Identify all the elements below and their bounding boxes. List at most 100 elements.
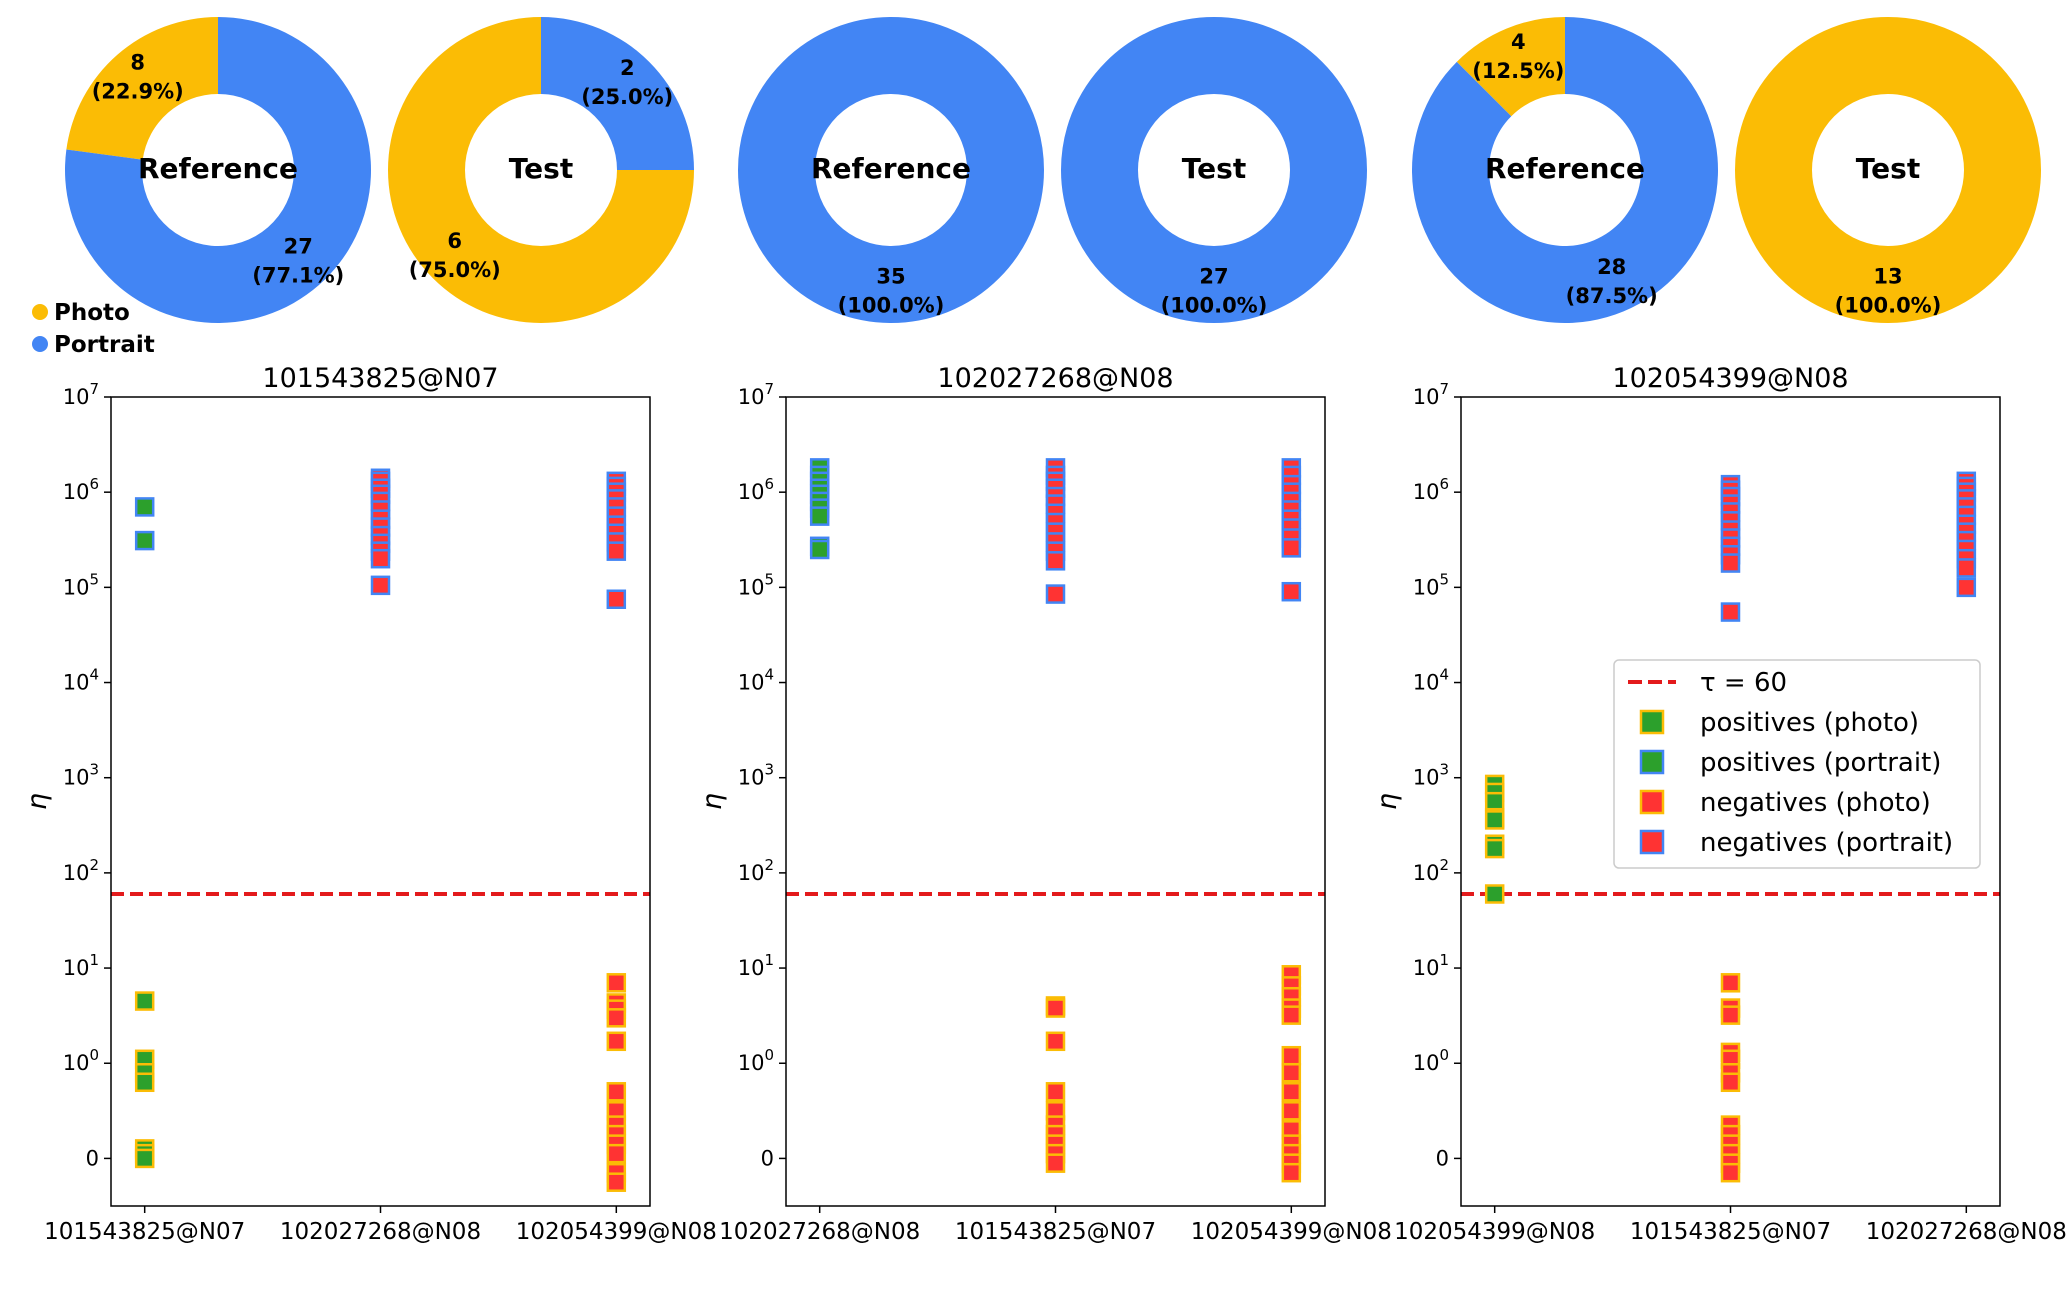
donut-slice-label: 4 (12.5%) — [1472, 30, 1564, 83]
donut-center-title: Reference — [1485, 152, 1645, 185]
data-point — [134, 1072, 155, 1093]
donut-chart: 6 (75.0%) 2 (25.0%) Test — [388, 17, 694, 323]
donut-center-title: Reference — [138, 152, 298, 185]
data-point — [1281, 1162, 1302, 1183]
y-tick-label: 102 — [63, 856, 99, 885]
y-tick-label: 100 — [1413, 1046, 1449, 1075]
y-tick-label: 106 — [738, 475, 774, 504]
data-point — [606, 1031, 627, 1052]
donut-chart: 4 (12.5%) 28 (87.5%) Reference — [1411, 17, 1718, 323]
data-point — [134, 530, 155, 551]
y-tick-label: 0 — [86, 1146, 99, 1170]
y-axis-label: η — [697, 793, 728, 810]
data-point — [606, 973, 627, 993]
donut-center-title: Test — [509, 152, 573, 185]
data-point — [1045, 998, 1066, 1018]
donut-slice-portrait — [541, 17, 694, 170]
donut-slice-photo — [1456, 17, 1565, 117]
y-tick-label: 100 — [738, 1046, 774, 1075]
y-tick-label: 106 — [1413, 475, 1449, 504]
legend-pos-photo-label: positives (photo) — [1700, 708, 1919, 738]
data-point — [1045, 551, 1066, 571]
y-axis-label: η — [22, 793, 53, 810]
y-tick-label: 101 — [738, 951, 774, 980]
donut-slice-photo — [1735, 17, 2041, 323]
legend-threshold-label: τ = 60 — [1700, 668, 1787, 698]
scatter-legend: τ = 60 positives (photo) positives (port… — [1613, 659, 1981, 869]
legend-pos-portrait-label: positives (portrait) — [1700, 748, 1941, 778]
x-tick-label: 101543825@N07 — [44, 1219, 245, 1245]
donut-slice-label: 27 (100.0%) — [1161, 265, 1268, 318]
x-tick-label: 102054399@N08 — [516, 1219, 717, 1245]
data-point — [1281, 581, 1302, 602]
plot-frame — [785, 396, 1326, 1207]
scatter-chart: 101543825@N07 η 107 106 105 104 103 102 101 100 0 1… — [22, 363, 717, 1245]
donut-legend: Photo Portrait — [32, 300, 155, 358]
legend-frame — [1613, 659, 1981, 869]
donut-slice-portrait — [738, 17, 1044, 323]
donut-slice-label: 2 (25.0%) — [581, 56, 673, 109]
legend-portrait-label: Portrait — [54, 332, 155, 358]
legend-neg-portrait-label: negatives (portrait) — [1700, 828, 1953, 858]
x-tick-label: 102027268@N08 — [280, 1219, 481, 1245]
data-point — [1484, 838, 1505, 859]
legend-neg-portrait-marker — [1639, 829, 1665, 855]
y-tick-label: 105 — [63, 570, 99, 599]
donut-slice-portrait — [65, 17, 372, 323]
data-point — [134, 1148, 155, 1169]
legend-pos-portrait-marker — [1639, 749, 1665, 775]
data-point — [606, 1082, 627, 1102]
y-tick-label: 105 — [738, 570, 774, 599]
data-point — [606, 1143, 627, 1164]
y-tick-label: 107 — [63, 380, 99, 409]
y-tick-label: 0 — [1436, 1146, 1449, 1170]
x-tick-label: 101543825@N07 — [955, 1219, 1156, 1245]
y-tick-label: 102 — [1413, 856, 1449, 885]
data-point — [1484, 791, 1505, 812]
data-point — [606, 589, 627, 609]
donut-center-title: Test — [1856, 152, 1920, 185]
donut-slice-label: 35 (100.0%) — [838, 265, 945, 318]
donut-slice-label: 13 (100.0%) — [1835, 265, 1942, 318]
data-point — [1281, 1082, 1302, 1102]
y-tick-label: 101 — [63, 951, 99, 980]
y-tick-label: 105 — [1413, 570, 1449, 599]
plot-frame — [1460, 396, 2001, 1207]
donut-charts: 8 (22.9%) 27 (77.1%) Reference 6 (75.0%) 2 (25.0… — [65, 17, 2041, 323]
legend-neg-photo-label: negatives (photo) — [1700, 788, 1931, 818]
y-tick-label: 107 — [1413, 380, 1449, 409]
donut-slice-label: 8 (22.9%) — [92, 51, 184, 104]
data-point — [1484, 810, 1505, 830]
scatter-chart: 102054399@N08 η 107 106 105 104 103 102 101 100 0 1… — [1372, 363, 2067, 1245]
donut-chart: 8 (22.9%) 27 (77.1%) Reference — [65, 17, 372, 323]
legend-photo-label: Photo — [54, 300, 130, 326]
data-point — [1281, 1005, 1302, 1025]
y-tick-label: 104 — [63, 666, 99, 695]
data-point — [1281, 538, 1302, 558]
donut-center-title: Reference — [811, 152, 971, 185]
scatter-title: 102054399@N08 — [1612, 363, 1848, 394]
donut-chart: 27 (100.0%) Test — [1061, 17, 1367, 323]
y-tick-label: 104 — [1413, 666, 1449, 695]
donut-slice-label: 6 (75.0%) — [409, 229, 501, 282]
data-point — [134, 497, 155, 517]
x-tick-label: 101543825@N07 — [1630, 1219, 1831, 1245]
donut-chart: 13 (100.0%) Test — [1735, 17, 2041, 323]
donut-slice-photo — [388, 17, 694, 323]
data-point — [1720, 553, 1741, 573]
y-tick-label: 100 — [63, 1046, 99, 1075]
donut-slice-portrait — [1061, 17, 1367, 323]
data-point — [1281, 1063, 1302, 1083]
data-point — [134, 991, 155, 1011]
data-point — [1045, 584, 1066, 604]
donut-chart: 35 (100.0%) Reference — [738, 17, 1044, 323]
y-tick-label: 104 — [738, 666, 774, 695]
data-point — [1956, 577, 1977, 598]
data-point — [370, 548, 391, 569]
y-tick-label: 0 — [761, 1146, 774, 1170]
y-axis-label: η — [1372, 793, 1403, 810]
data-point — [606, 1008, 627, 1028]
legend-portrait-marker — [32, 336, 48, 352]
data-point — [1720, 1162, 1741, 1183]
